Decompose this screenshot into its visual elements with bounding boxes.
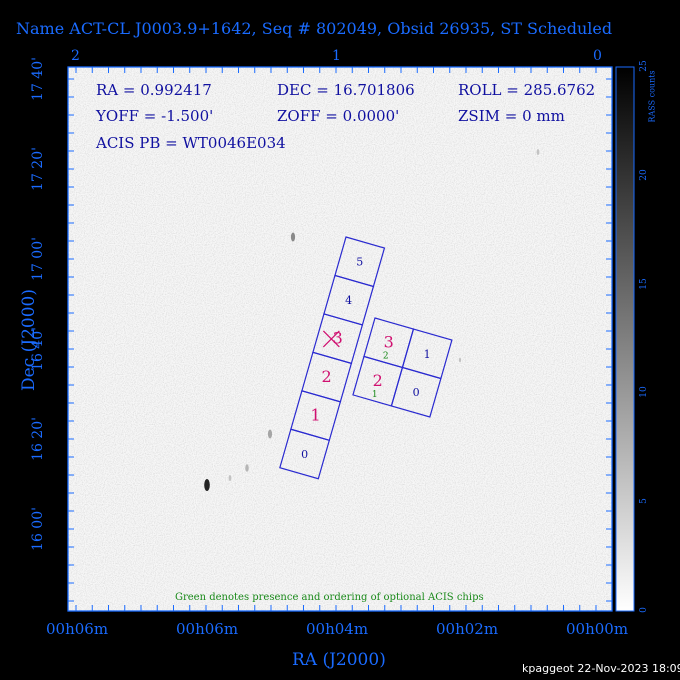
y-tick-label: 16 20': [30, 417, 46, 461]
info-acis-pb: ACIS PB = WT0046E034: [96, 134, 286, 152]
x-tick-label: 00h02m: [436, 620, 499, 638]
axis-ticks: [68, 67, 612, 611]
sky-source: [204, 479, 210, 491]
credit: kpaggeot 22-Nov-2023 18:09: [522, 662, 680, 675]
chip-label: 2: [322, 367, 332, 386]
colorbar: [615, 66, 635, 612]
footnote: Green denotes presence and ordering of o…: [175, 592, 484, 603]
sky-source: [245, 464, 249, 472]
chip-label: 5: [356, 256, 363, 269]
acis-chip: [279, 428, 331, 480]
x-tick-label: 00h04m: [306, 620, 369, 638]
colorbar-tick-label: 5: [639, 498, 649, 505]
top-tick-label: 1: [332, 48, 341, 64]
sky-sources: [204, 149, 540, 491]
chip-label: 4: [345, 294, 352, 307]
aim-point-marker: [322, 330, 340, 348]
chip-label: 1: [311, 406, 321, 425]
top-tick-label: 2: [71, 48, 80, 64]
colorbar-tick-label: 10: [639, 386, 649, 399]
y-axis-label: Dec (J2000): [18, 289, 39, 391]
sky-source: [290, 232, 296, 242]
colorbar-label: RASS counts: [647, 70, 657, 123]
chip-label: 0: [413, 386, 420, 399]
info-dec: DEC = 16.701806: [277, 81, 415, 99]
sky-source: [267, 429, 273, 439]
info-zsim: ZSIM = 0 mm: [458, 107, 565, 125]
x-tick-label: 00h06m: [46, 620, 109, 638]
x-tick-label: 00h00m: [566, 620, 629, 638]
chip-label: 3: [333, 329, 343, 348]
plot-title: Name ACT-CL J0003.9+1642, Seq # 802049, …: [16, 19, 613, 38]
colorbar-tick-label: 15: [639, 277, 649, 290]
optional-chip-order: 1: [372, 390, 378, 400]
sky-source: [228, 475, 232, 481]
y-tick-label: 16 00': [30, 507, 46, 551]
info-yoff: YOFF = -1.500': [96, 107, 214, 125]
acis-chip: [390, 366, 442, 418]
sky-source: [458, 357, 462, 363]
colorbar-tick-label: 20: [639, 169, 649, 181]
top-tick-label: 0: [593, 48, 602, 64]
y-tick-label: 17 40': [30, 57, 46, 101]
colorbar-tick-label: 0: [639, 607, 649, 613]
x-tick-label: 00h06m: [176, 620, 239, 638]
sky-source: [536, 149, 540, 155]
y-tick-label: 17 20': [30, 147, 46, 191]
info-ra: RA = 0.992417: [96, 81, 212, 99]
y-tick-label: 17 00': [30, 237, 46, 281]
optional-chip-order: 2: [383, 352, 389, 362]
chip-label: 1: [424, 348, 431, 361]
chip-label: 0: [301, 448, 308, 461]
chip-label: 2: [373, 371, 383, 390]
info-roll: ROLL = 285.6762: [458, 81, 596, 99]
chip-label: 3: [384, 333, 394, 352]
info-zoff: ZOFF = 0.0000': [277, 107, 400, 125]
x-axis-label: RA (J2000): [292, 650, 386, 670]
plot-frame: [67, 66, 613, 612]
